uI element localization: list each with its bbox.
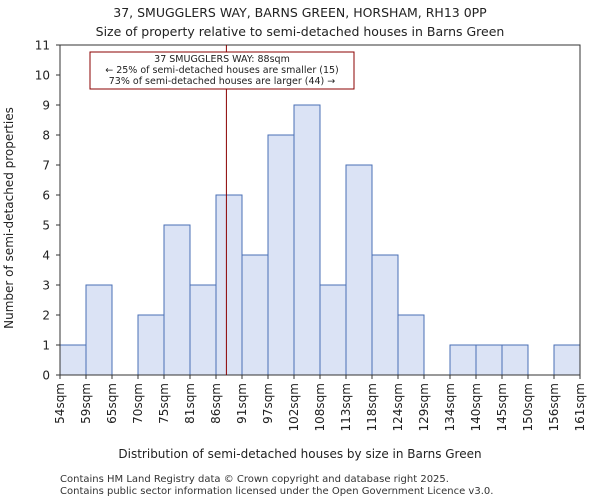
x-tick-label: 65sqm <box>105 383 119 424</box>
plot-frame <box>59 44 581 376</box>
annotation-line-2: ← 25% of semi-detached houses are smalle… <box>105 65 339 76</box>
bar-145sqm <box>501 344 529 376</box>
y-axis-ticks: 0 1 2 3 4 5 6 7 8 9 10 11 <box>35 39 60 383</box>
annotation-line-1: 37 SMUGGLERS WAY: 88sqm <box>154 54 290 65</box>
x-tick-label: 140sqm <box>469 383 483 431</box>
y-tick-label: 0 <box>42 369 50 383</box>
x-tick-label: 102sqm <box>287 383 301 431</box>
chart-title: 37, SMUGGLERS WAY, BARNS GREEN, HORSHAM,… <box>113 5 487 20</box>
x-tick-label: 124sqm <box>391 383 405 431</box>
bar-75sqm <box>163 224 191 376</box>
x-tick-label: 86sqm <box>209 383 223 424</box>
bar-59sqm <box>85 284 113 376</box>
bar-102sqm <box>293 104 321 376</box>
bar-124sqm <box>397 314 425 376</box>
bar-86sqm <box>215 194 243 376</box>
x-tick-label: 81sqm <box>183 383 197 424</box>
footer-line-1: Contains HM Land Registry data © Crown c… <box>60 474 449 485</box>
y-tick-label: 2 <box>42 309 50 323</box>
y-axis-label: Number of semi-detached properties <box>2 107 16 329</box>
x-tick-label: 145sqm <box>495 383 509 431</box>
y-tick-label: 7 <box>42 159 50 173</box>
y-tick-label: 8 <box>42 129 50 143</box>
y-tick-label: 1 <box>42 339 50 353</box>
annotation-box: 37 SMUGGLERS WAY: 88sqm ← 25% of semi-de… <box>89 51 355 90</box>
x-tick-label: 134sqm <box>443 383 457 431</box>
y-tick-label: 11 <box>35 39 50 53</box>
bar-54sqm <box>59 344 87 376</box>
y-tick-label: 4 <box>42 249 50 263</box>
x-tick-label: 156sqm <box>547 383 561 431</box>
x-tick-label: 54sqm <box>53 383 67 424</box>
bar-108sqm <box>319 284 347 376</box>
bar-91sqm <box>241 254 269 376</box>
bar-140sqm <box>475 344 503 376</box>
bar-113sqm <box>345 164 373 376</box>
x-tick-label: 150sqm <box>521 383 535 431</box>
x-tick-label: 91sqm <box>235 383 249 424</box>
x-axis-label: Distribution of semi-detached houses by … <box>118 447 481 461</box>
bar-118sqm <box>371 254 399 376</box>
bar-134sqm <box>449 344 477 376</box>
x-tick-label: 118sqm <box>365 383 379 431</box>
y-tick-label: 9 <box>42 99 50 113</box>
x-tick-label: 75sqm <box>157 383 171 424</box>
y-tick-label: 6 <box>42 189 50 203</box>
bar-156sqm <box>553 344 581 376</box>
bar-81sqm <box>189 284 217 376</box>
x-tick-label: 113sqm <box>339 383 353 431</box>
x-tick-label: 108sqm <box>313 383 327 431</box>
y-tick-label: 3 <box>42 279 50 293</box>
x-tick-label: 161sqm <box>573 383 587 431</box>
y-tick-label: 5 <box>42 219 50 233</box>
bar-97sqm <box>267 134 295 376</box>
annotation-line-3: 73% of semi-detached houses are larger (… <box>109 76 336 87</box>
bars-group <box>59 104 581 376</box>
x-tick-label: 70sqm <box>131 383 145 424</box>
x-tick-label: 59sqm <box>79 383 93 424</box>
chart-subtitle: Size of property relative to semi-detach… <box>96 24 505 39</box>
x-axis-ticks: 54sqm 59sqm 65sqm 70sqm 75sqm 81sqm 86sqm 91sqm… <box>53 375 587 431</box>
bar-70sqm <box>137 314 165 376</box>
footer-line-2: Contains public sector information licen… <box>60 486 493 497</box>
x-tick-label: 97sqm <box>261 383 275 424</box>
y-tick-label: 10 <box>35 69 50 83</box>
x-tick-label: 129sqm <box>417 383 431 431</box>
